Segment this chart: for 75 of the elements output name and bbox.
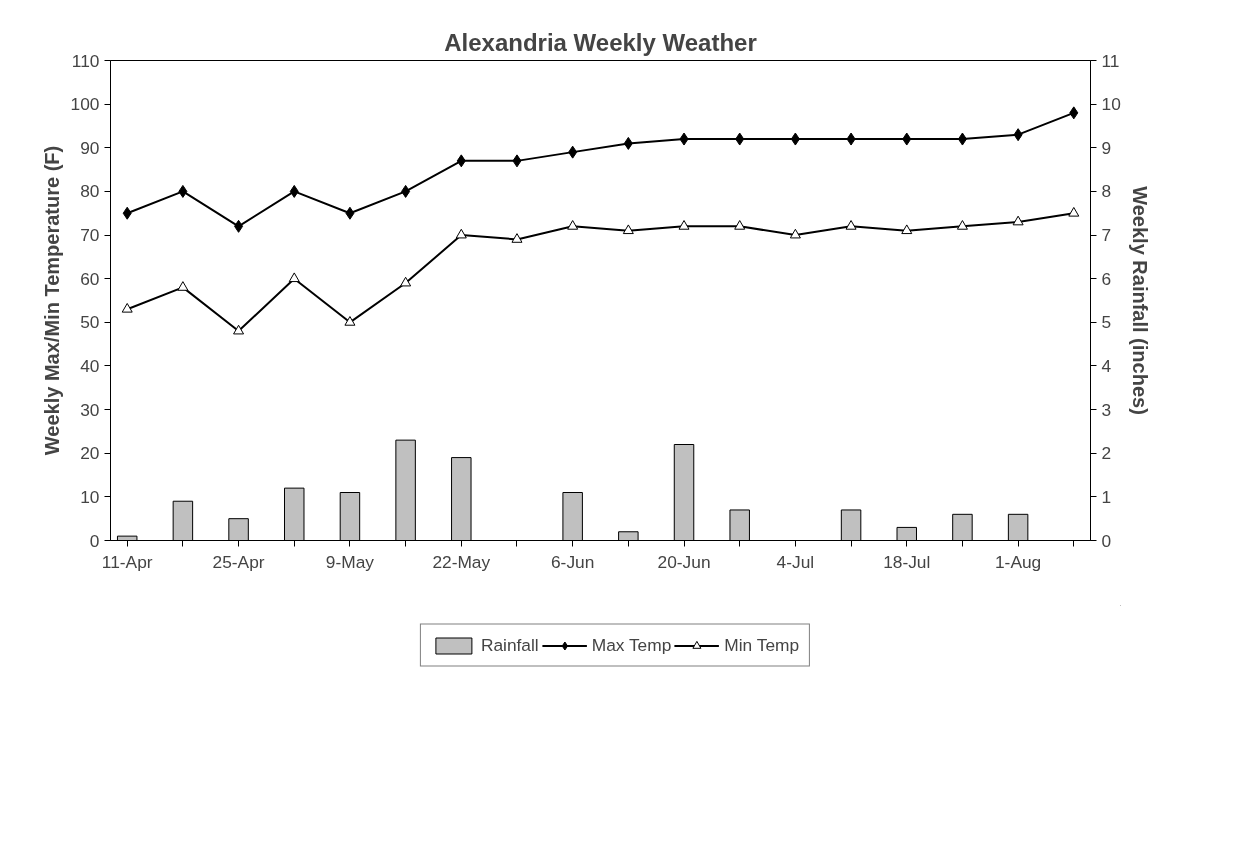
y-tick-label: 50 xyxy=(80,312,100,333)
point xyxy=(846,132,856,146)
y-axis-title: Weekly Max/Min Temperature (F) xyxy=(40,145,63,456)
point xyxy=(512,154,522,168)
y-tick-label: 70 xyxy=(80,225,100,246)
point xyxy=(1013,128,1023,142)
y2-tick-label: 7 xyxy=(1101,225,1112,246)
point xyxy=(623,136,633,150)
x-tick-label: 22-May xyxy=(432,551,491,572)
y2-tick-label: 5 xyxy=(1101,312,1112,333)
y2-tick-label: 10 xyxy=(1101,94,1121,115)
point xyxy=(122,206,132,220)
point xyxy=(1012,215,1024,226)
point xyxy=(234,219,244,233)
legend-label: Rainfall xyxy=(480,634,539,656)
y2-axis-title: Weekly Rainfall (inches) xyxy=(1128,186,1151,415)
y-tick-label: 0 xyxy=(89,530,100,551)
y-tick-label: 20 xyxy=(80,443,100,464)
point xyxy=(735,132,745,146)
point xyxy=(289,184,299,198)
point xyxy=(679,132,689,146)
legend-label: Min Temp xyxy=(724,634,800,656)
y2-tick-label: 6 xyxy=(1101,268,1112,289)
x-tick-label: 11-Apr xyxy=(101,551,153,572)
point xyxy=(956,220,968,230)
point xyxy=(400,276,412,287)
y2-tick-label: 9 xyxy=(1101,137,1112,158)
y-tick-label: 10 xyxy=(80,486,100,507)
point xyxy=(901,224,913,235)
point xyxy=(401,184,411,198)
point xyxy=(568,145,578,159)
point xyxy=(789,228,801,239)
point xyxy=(121,302,133,313)
y-tick-label: 90 xyxy=(80,137,100,158)
point xyxy=(678,220,690,230)
y-tick-label: 60 xyxy=(80,268,100,289)
y2-tick-label: 0 xyxy=(1101,530,1112,551)
point xyxy=(455,228,467,239)
x-tick-label: 18-Jul xyxy=(883,551,931,572)
y2-tick-label: 4 xyxy=(1101,355,1112,376)
y-tick-label: 80 xyxy=(80,181,100,202)
x-tick-label: 1-Aug xyxy=(994,551,1042,572)
point xyxy=(622,224,634,235)
point xyxy=(288,272,300,283)
point xyxy=(1068,206,1080,217)
point xyxy=(845,220,857,230)
point xyxy=(902,132,912,146)
x-tick-label: 20-Jun xyxy=(657,551,711,572)
point xyxy=(1069,106,1079,120)
point xyxy=(734,220,746,230)
point xyxy=(344,316,356,326)
point xyxy=(511,233,523,243)
y2-tick-label: 8 xyxy=(1101,181,1112,202)
x-tick-label: 4-Jul xyxy=(776,551,815,572)
legend-label: Max Temp xyxy=(591,634,672,656)
point xyxy=(345,206,355,220)
chart-title: Alexandria Weekly Weather xyxy=(444,28,757,56)
y-tick-label: 110 xyxy=(71,50,100,71)
y-tick-label: 40 xyxy=(80,355,100,376)
y2-tick-label: 3 xyxy=(1101,399,1112,420)
point xyxy=(456,154,466,168)
y2-tick-label: 11 xyxy=(1101,50,1120,71)
point xyxy=(233,324,245,335)
y2-tick-label: 2 xyxy=(1101,443,1112,464)
point xyxy=(178,184,188,198)
y2-tick-label: 1 xyxy=(1101,486,1112,507)
x-tick-label: 6-Jun xyxy=(550,551,595,572)
point xyxy=(790,132,800,146)
y-tick-label: 100 xyxy=(70,94,100,115)
x-tick-label: 25-Apr xyxy=(212,551,265,572)
point xyxy=(177,281,189,291)
y-tick-label: 30 xyxy=(80,399,100,420)
point xyxy=(567,220,579,230)
point xyxy=(957,132,967,146)
x-tick-label: 9-May xyxy=(325,551,375,572)
